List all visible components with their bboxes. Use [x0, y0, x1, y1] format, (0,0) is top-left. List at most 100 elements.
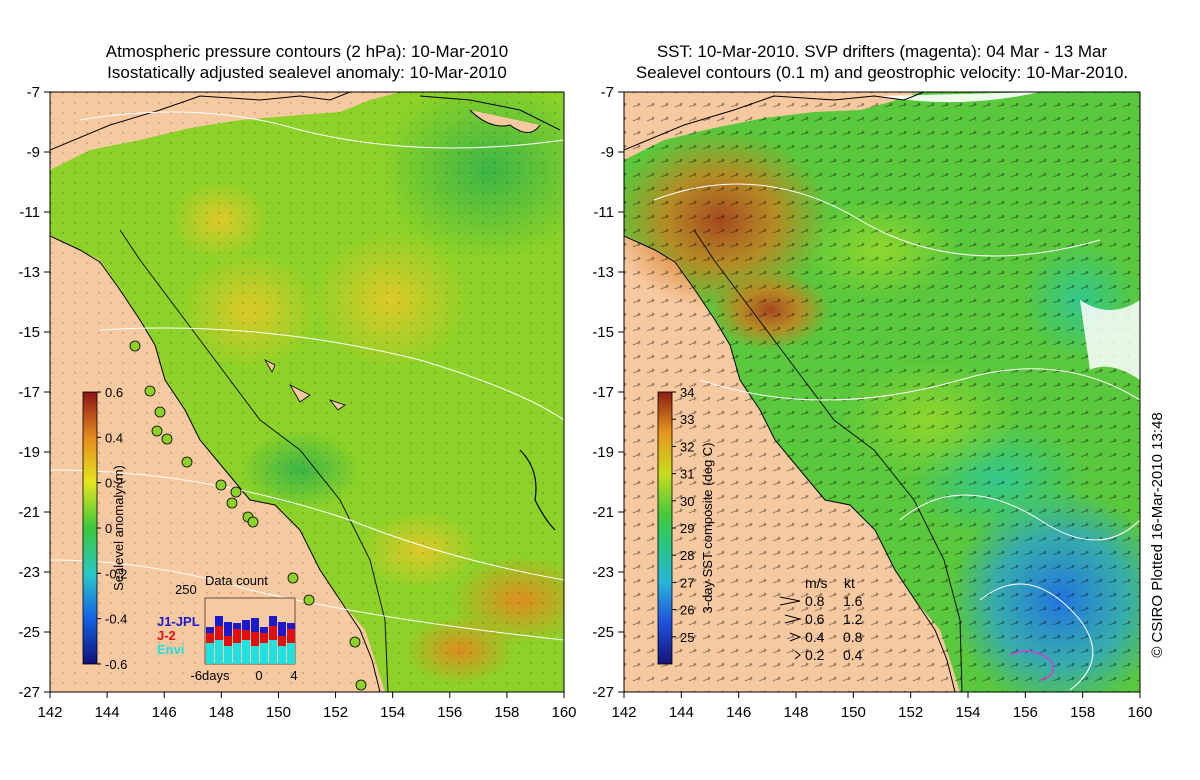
right-colorbar: 34 33 32 31 30 29 28 27 26 25 3-day SST composite…: [657, 385, 715, 665]
left-y-axis: -7 -9 -11 -13 -15 -17 -19 -21 -23 -25 -27: [18, 84, 50, 701]
inset-bar-j1: [260, 627, 268, 633]
left-png-coast: [50, 92, 351, 151]
x-tick-label: 152: [898, 704, 923, 721]
x-tick-label: 160: [551, 704, 576, 721]
left-title-line2: Isostatically adjusted sealevel anomaly:…: [107, 63, 507, 82]
x-tick-label: 152: [323, 704, 348, 721]
colorbar-tick-label: 33: [680, 412, 694, 427]
x-tick-label: 142: [611, 704, 636, 721]
colorbar-tick-label: -0.6: [105, 657, 127, 672]
colorbar-tick-label: 34: [680, 385, 694, 400]
y-tick-label: -11: [593, 204, 614, 221]
left-aus-coast: [50, 235, 381, 692]
right-aus-coast: [624, 235, 956, 692]
colorbar-tick-label: 29: [680, 521, 694, 536]
colorbar-tick-label: 27: [680, 575, 694, 590]
x-tick-label: 150: [266, 704, 291, 721]
x-tick-label: 156: [437, 704, 462, 721]
speed-ms-value: 0.6: [805, 611, 825, 627]
colorbar-tick-label: -0.4: [105, 612, 127, 627]
y-tick-label: -7: [601, 84, 614, 101]
y-tick-label: -27: [592, 684, 614, 701]
speed-kt-value: 1.2: [843, 611, 863, 627]
y-tick-label: -19: [18, 444, 40, 461]
inset-x-ticks: -6days 0 4: [190, 668, 297, 683]
y-tick-label: -7: [27, 84, 40, 101]
speed-ms-value: 0.8: [805, 593, 825, 609]
left-colorbar-ramp: [82, 391, 98, 665]
y-tick-label: -25: [18, 624, 40, 641]
inset-bar-j1: [287, 623, 295, 629]
x-tick-label: 154: [380, 704, 405, 721]
y-tick-label: -13: [18, 264, 40, 281]
colorbar-tick-label: -0.2: [105, 566, 127, 581]
inset-bar-j2: [251, 632, 259, 646]
speed-arrow-icon: [779, 596, 801, 606]
y-tick-label: -9: [27, 144, 40, 161]
inset-bar-j1: [215, 616, 223, 626]
right-y-axis: -7 -9 -11 -13 -15 -17 -19 -21 -23 -25 -27: [592, 84, 624, 701]
inset-ymax: 250: [175, 582, 197, 597]
left-colorbar: 0.6 0.4 0.2 0 -0.2 -0.4 -0.6 Sealevel anomaly …: [82, 385, 127, 672]
inset-bar-j2: [269, 626, 277, 640]
inset-bar-j1: [242, 620, 250, 630]
right-map: [624, 92, 1140, 692]
inset-bar-j1: [251, 618, 259, 632]
inset-bar-envi: [206, 643, 214, 664]
colorbar-tick-label: 26: [680, 603, 694, 618]
inset-bar-j1: [233, 623, 241, 629]
speed-kt-value: 0.4: [843, 647, 863, 663]
speed-legend-ms-header: m/s: [805, 575, 828, 591]
y-tick-label: -15: [592, 324, 614, 341]
y-tick-label: -15: [18, 324, 40, 341]
tide-gauge-markers: [129, 340, 367, 691]
right-x-axis: 142 144 146 148 150 152 154 156 158 160: [611, 692, 1153, 721]
left-colorbar-label: Sealevel anomaly (m): [111, 465, 126, 591]
inset-bar-envi: [269, 640, 277, 664]
x-tick-label: 154: [955, 704, 980, 721]
inset-bar-j1: [278, 622, 286, 636]
colorbar-tick-label: 0.4: [105, 430, 123, 445]
inset-bars: [206, 616, 295, 664]
x-tick-label: 148: [209, 704, 234, 721]
y-tick-label: -21: [592, 504, 614, 521]
left-map: [50, 92, 564, 692]
y-tick-label: -17: [18, 384, 40, 401]
inset-bar-j2: [215, 626, 223, 640]
speed-arrow-icon: [784, 614, 802, 624]
left-isobath: [119, 229, 389, 692]
speed-arrow-icon: [789, 632, 802, 642]
right-colorbar-ticks: 34 33 32 31 30 29 28 27 26 25: [672, 385, 694, 645]
colorbar-tick-label: 0.6: [105, 385, 123, 400]
x-tick-label: 144: [95, 704, 120, 721]
inset-legend-j-2: J-2: [157, 628, 176, 643]
inset-bar-j2: [260, 633, 268, 643]
left-colorbar-ticks: 0.6 0.4 0.2 0 -0.2 -0.4 -0.6: [97, 385, 127, 672]
inset-bar-j1: [269, 616, 277, 626]
speed-kt-value: 1.6: [843, 593, 863, 609]
inset-bar-j2: [224, 636, 232, 646]
speed-ms-value: 0.2: [805, 647, 825, 663]
svp-drifter-track: [1009, 650, 1055, 681]
inset-bar-envi: [224, 646, 232, 664]
inset-title: Data count: [205, 573, 268, 588]
colorbar-tick-label: 0.2: [105, 476, 123, 491]
speed-legend: m/s kt 0.8 1.6 0.6 1.2 0.4 0.8 0.2 0.4: [779, 575, 863, 663]
right-png-coast: [624, 92, 925, 151]
inset-bar-j2: [206, 633, 214, 643]
inset-x-tick-label: 4: [290, 668, 297, 683]
inset-bar-envi: [260, 643, 268, 664]
y-tick-label: -25: [592, 624, 614, 641]
y-tick-label: -11: [19, 204, 40, 221]
right-colorbar-ramp: [657, 391, 673, 665]
left-title-line1: Atmospheric pressure contours (2 hPa): 1…: [105, 42, 509, 61]
colorbar-tick-label: 25: [680, 630, 694, 645]
inset-bar-j1: [206, 627, 214, 633]
y-tick-label: -23: [18, 564, 40, 581]
inset-bar-envi: [251, 646, 259, 664]
inset-bar-j1: [224, 622, 232, 636]
colorbar-tick-label: 31: [680, 467, 694, 482]
x-tick-label: 158: [1070, 704, 1095, 721]
